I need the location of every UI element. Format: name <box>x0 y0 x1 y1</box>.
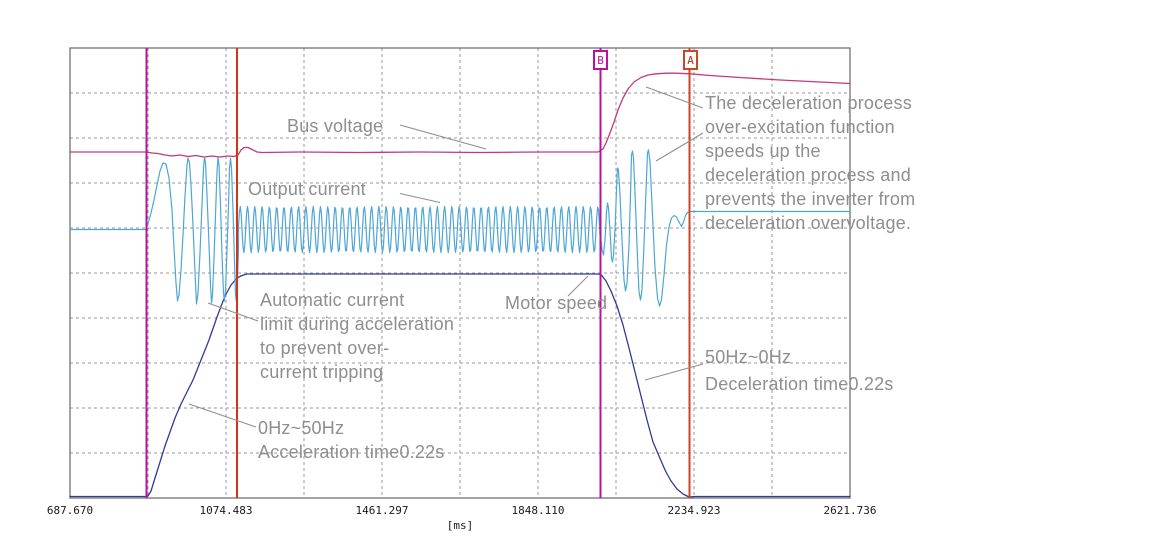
x-tick-label: 1074.483 <box>199 504 253 517</box>
annotation-bus-voltage: Bus voltage <box>287 116 384 136</box>
cursor-a-flag[interactable]: A <box>683 50 698 70</box>
cursor-a-label: A <box>687 53 694 67</box>
annotation-output-current: Output current <box>248 179 366 199</box>
x-tick-label: 2234.923 <box>667 504 721 517</box>
cursor-b-flag[interactable]: B <box>593 50 608 70</box>
annotation-deceleration-time: 50Hz~0Hz Deceleration time0.22s <box>705 347 894 394</box>
cursor-b-label: B <box>597 53 604 67</box>
annotation-acceleration-time: 0Hz~50Hz Acceleration time0.22s <box>258 418 445 462</box>
annotation-motor-speed: Motor speed <box>505 293 608 313</box>
x-tick-label: 687.670 <box>46 504 94 517</box>
x-tick-label: 1848.110 <box>511 504 565 517</box>
annotation-overexcitation-note: The deceleration process over-excitation… <box>705 93 916 233</box>
x-tick-label: 1461.297 <box>355 504 409 517</box>
x-axis-unit-label: [ms] <box>446 519 474 532</box>
x-tick-label: 2621.736 <box>823 504 877 517</box>
annotation-current-limit: Automatic current limit during accelerat… <box>260 290 455 382</box>
